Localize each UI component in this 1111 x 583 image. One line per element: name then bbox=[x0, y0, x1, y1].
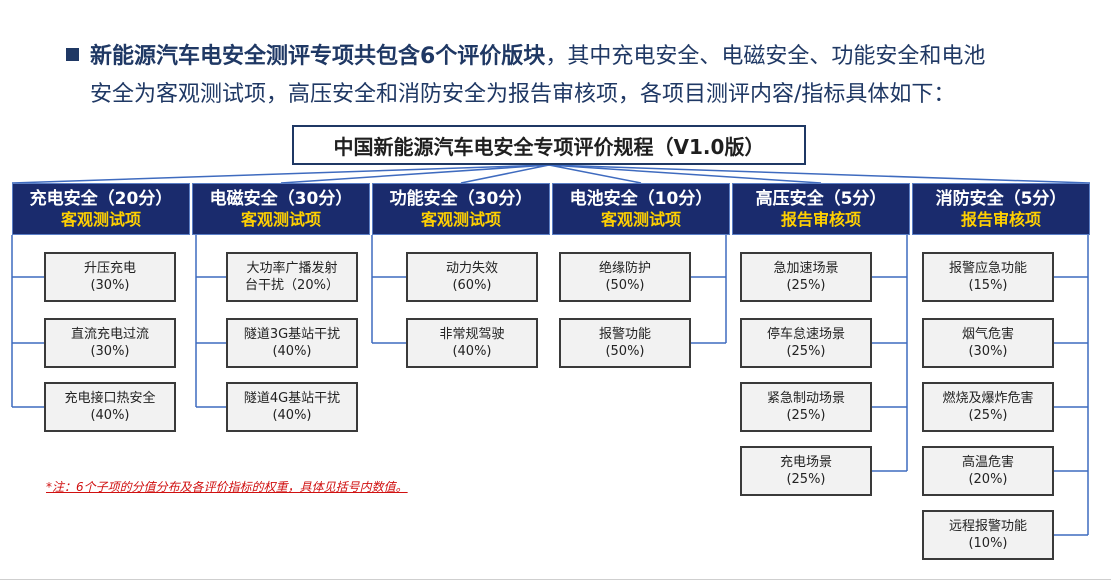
sub-item-weight: (10%) bbox=[968, 536, 1008, 551]
category-header: 电池安全（10分） 客观测试项 bbox=[552, 183, 730, 235]
category-name: 消防安全（5分） bbox=[935, 189, 1067, 209]
footnote: *注：6个子项的分值分布及各评价指标的权重，具体见括号内数值。 bbox=[46, 480, 408, 494]
sub-item-name: 隧道4G基站干扰 bbox=[243, 391, 341, 406]
sub-item-box: 隧道4G基站干扰 (40%) bbox=[226, 382, 358, 432]
category-type: 客观测试项 bbox=[60, 210, 141, 229]
sub-item-name: 充电接口热安全 bbox=[64, 391, 156, 406]
sub-item-name: 报警功能 bbox=[598, 327, 651, 342]
sub-item-weight: (40%) bbox=[272, 408, 312, 423]
intro-rest-text: ，其中充电安全、电磁安全、功能安全和电池 bbox=[545, 44, 986, 69]
sub-item-box: 大功率广播发射 台干扰（20%） bbox=[226, 252, 358, 302]
sub-item-box: 绝缘防护 (50%) bbox=[559, 252, 691, 302]
sub-item-name: 报警应急功能 bbox=[948, 261, 1027, 276]
sub-item-name: 停车怠速场景 bbox=[766, 327, 845, 342]
sub-item-name: 非常规驾驶 bbox=[439, 327, 505, 342]
category-name: 电池安全（10分） bbox=[569, 189, 713, 209]
category-name: 充电安全（20分） bbox=[29, 189, 173, 209]
sub-item-name: 燃烧及爆炸危害 bbox=[942, 391, 1034, 406]
sub-item-box: 燃烧及爆炸危害 (25%) bbox=[922, 382, 1054, 432]
sub-item-box: 直流充电过流 (30%) bbox=[44, 318, 176, 368]
sub-item-name: 直流充电过流 bbox=[70, 327, 149, 342]
category-header: 功能安全（30分） 客观测试项 bbox=[372, 183, 550, 235]
diagram-title: 中国新能源汽车电安全专项评价规程（V1.0版） bbox=[292, 125, 806, 165]
sub-item-weight: (25%) bbox=[786, 344, 826, 359]
category-type: 报告审核项 bbox=[960, 210, 1041, 229]
sub-item-box: 报警应急功能 (15%) bbox=[922, 252, 1054, 302]
sub-item-name: 升压充电 bbox=[83, 261, 136, 276]
sub-item-weight: 台干扰（20%） bbox=[245, 278, 339, 293]
sub-item-box: 停车怠速场景 (25%) bbox=[740, 318, 872, 368]
intro-bold-text: 新能源汽车电安全测评专项共包含6个评价版块 bbox=[90, 44, 546, 69]
sub-item-weight: (40%) bbox=[452, 344, 492, 359]
bullet-square-icon bbox=[66, 48, 79, 61]
sub-item-box: 烟气危害 (30%) bbox=[922, 318, 1054, 368]
sub-item-name: 大功率广播发射 bbox=[246, 261, 338, 276]
sub-item-box: 高温危害 (20%) bbox=[922, 446, 1054, 496]
sub-item-name: 急加速场景 bbox=[773, 261, 839, 276]
sub-item-name: 远程报警功能 bbox=[948, 519, 1027, 534]
sub-item-box: 非常规驾驶 (40%) bbox=[406, 318, 538, 368]
sub-item-name: 充电场景 bbox=[779, 455, 832, 470]
category-header: 高压安全（5分） 报告审核项 bbox=[732, 183, 910, 235]
category-type: 客观测试项 bbox=[420, 210, 501, 229]
sub-item-weight: (15%) bbox=[968, 278, 1008, 293]
sub-item-name: 高温危害 bbox=[961, 455, 1014, 470]
category-type: 客观测试项 bbox=[240, 210, 321, 229]
sub-item-name: 动力失效 bbox=[445, 261, 498, 276]
sub-item-name: 隧道3G基站干扰 bbox=[243, 327, 341, 342]
sub-item-box: 充电场景 (25%) bbox=[740, 446, 872, 496]
sub-item-weight: (40%) bbox=[90, 408, 130, 423]
intro-line-1: 新能源汽车电安全测评专项共包含6个评价版块，其中充电安全、电磁安全、功能安全和电… bbox=[90, 38, 985, 76]
sub-item-box: 充电接口热安全 (40%) bbox=[44, 382, 176, 432]
sub-item-box: 急加速场景 (25%) bbox=[740, 252, 872, 302]
category-name: 电磁安全（30分） bbox=[209, 189, 353, 209]
category-name: 高压安全（5分） bbox=[755, 189, 887, 209]
sub-item-weight: (25%) bbox=[968, 408, 1008, 423]
sub-item-box: 报警功能 (50%) bbox=[559, 318, 691, 368]
category-header: 消防安全（5分） 报告审核项 bbox=[912, 183, 1090, 235]
sub-item-weight: (25%) bbox=[786, 408, 826, 423]
sub-item-box: 升压充电 (30%) bbox=[44, 252, 176, 302]
category-header: 充电安全（20分） 客观测试项 bbox=[12, 183, 190, 235]
category-header: 电磁安全（30分） 客观测试项 bbox=[192, 183, 370, 235]
sub-item-box: 远程报警功能 (10%) bbox=[922, 510, 1054, 560]
category-name: 功能安全（30分） bbox=[389, 189, 533, 209]
category-type: 报告审核项 bbox=[780, 210, 861, 229]
sub-item-weight: (50%) bbox=[605, 278, 645, 293]
sub-item-weight: (25%) bbox=[786, 472, 826, 487]
sub-item-weight: (25%) bbox=[786, 278, 826, 293]
sub-item-box: 隧道3G基站干扰 (40%) bbox=[226, 318, 358, 368]
sub-item-weight: (20%) bbox=[968, 472, 1008, 487]
sub-item-weight: (60%) bbox=[452, 278, 492, 293]
sub-item-name: 绝缘防护 bbox=[598, 261, 651, 276]
sub-item-weight: (30%) bbox=[90, 278, 130, 293]
intro-line-2: 安全为客观测试项，高压安全和消防安全为报告审核项，各项目测评内容/指标具体如下： bbox=[90, 82, 956, 107]
sub-item-weight: (40%) bbox=[272, 344, 312, 359]
sub-item-weight: (30%) bbox=[90, 344, 130, 359]
sub-item-name: 烟气危害 bbox=[961, 327, 1014, 342]
sub-item-weight: (50%) bbox=[605, 344, 645, 359]
bottom-divider bbox=[0, 579, 1111, 580]
sub-item-weight: (30%) bbox=[968, 344, 1008, 359]
sub-item-box: 紧急制动场景 (25%) bbox=[740, 382, 872, 432]
sub-item-box: 动力失效 (60%) bbox=[406, 252, 538, 302]
category-type: 客观测试项 bbox=[600, 210, 681, 229]
sub-item-name: 紧急制动场景 bbox=[766, 391, 845, 406]
